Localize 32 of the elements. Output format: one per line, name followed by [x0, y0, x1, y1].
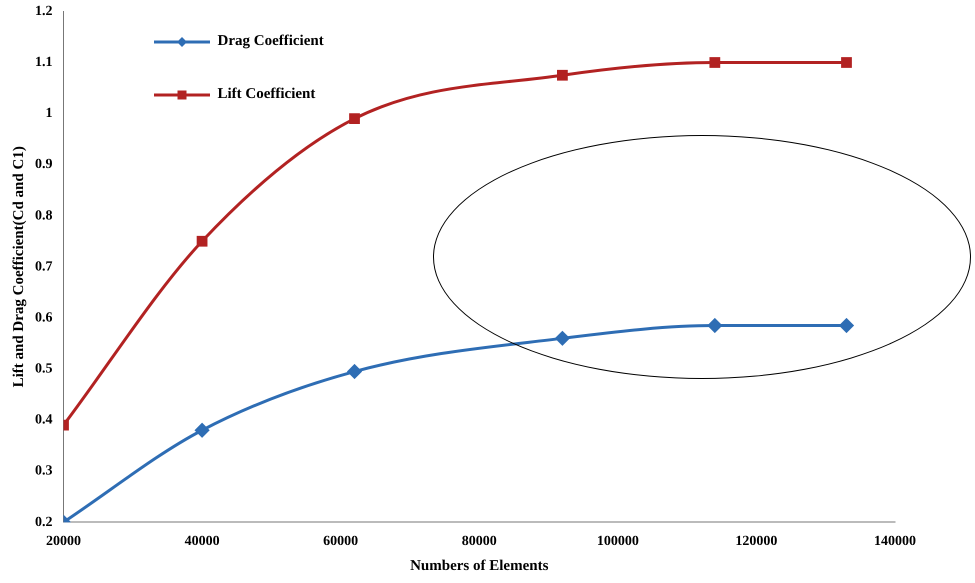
legend-label: Lift Coefficient	[218, 86, 316, 104]
point	[555, 331, 570, 346]
y-tick-label: 0.4	[35, 412, 52, 428]
y-tick-label: 0.8	[35, 208, 52, 224]
y-tick-label: 1	[46, 106, 52, 122]
point	[196, 236, 208, 247]
y-tick-label: 0.7	[35, 259, 52, 274]
y-tick-label: 0.3	[35, 464, 52, 479]
point	[709, 57, 720, 68]
y-tick-label: 0.9	[35, 157, 52, 172]
x-tick-label: 80000	[462, 534, 497, 550]
y-tick-label: 1.1	[35, 55, 52, 70]
x-tick-label: 40000	[184, 534, 220, 550]
point	[557, 70, 568, 81]
point	[839, 318, 854, 333]
legend-label: Drag Coefficient	[218, 33, 324, 50]
y-tick-label: 1.2	[35, 4, 52, 20]
x-tick-label: 60000	[323, 534, 358, 550]
x-axis-title: Numbers of Elements	[410, 558, 549, 574]
point	[195, 423, 210, 438]
point	[348, 364, 362, 379]
y-tick-label: 0.5	[35, 362, 52, 377]
x-tick-label: 100000	[596, 534, 639, 550]
y-axis-title: Lift and Drag Coefficient(Cd and C1)	[10, 146, 27, 388]
y-tick-label: 0.6	[35, 310, 52, 326]
point	[841, 57, 852, 68]
x-tick-label: 140000	[874, 534, 916, 550]
y-tick-label: 0.2	[35, 514, 52, 530]
point	[708, 318, 722, 333]
point	[349, 113, 360, 124]
x-tick-label: 120000	[735, 534, 778, 550]
x-tick-label: 20000	[46, 534, 81, 550]
